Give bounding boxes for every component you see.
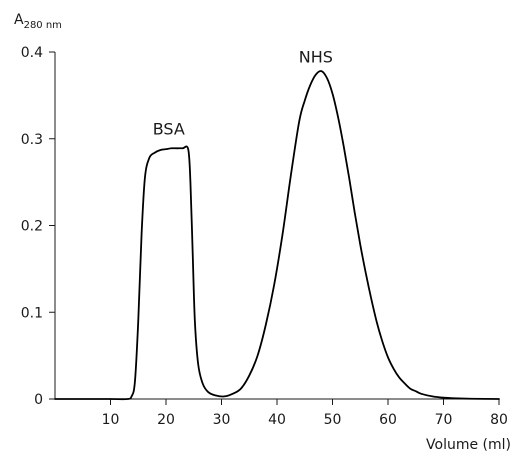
x-tick-label: 70 (435, 412, 453, 428)
y-axis-title-sub: 280 nm (24, 20, 62, 31)
x-tick-label: 20 (157, 412, 175, 428)
y-axis-title: A280 nm (14, 12, 62, 31)
y-tick-label: 0 (34, 392, 43, 408)
x-tick-label: 50 (324, 412, 342, 428)
y-axis-title-main: A (14, 12, 24, 28)
x-tick-label: 30 (213, 412, 231, 428)
x-tick-label: 10 (102, 412, 120, 428)
x-tick-label: 80 (490, 412, 508, 428)
y-tick-label: 0.1 (21, 305, 43, 321)
y-tick-label: 0.2 (21, 219, 43, 235)
x-tick-label: 40 (268, 412, 286, 428)
x-tick-label: 60 (379, 412, 397, 428)
peak-label: BSA (153, 119, 185, 138)
peak-annotations: BSA NHS (153, 47, 333, 138)
y-tick-label: 0.4 (21, 45, 43, 61)
x-axis-title: Volume (ml) (426, 437, 511, 453)
y-axis-ticks: 0 0.1 0.2 0.3 0.4 (21, 45, 55, 408)
y-tick-label: 0.3 (21, 132, 43, 148)
x-axis-ticks: 10 20 30 40 50 60 70 80 (102, 399, 508, 428)
peak-label: NHS (299, 47, 333, 66)
series-line (54, 70, 500, 401)
